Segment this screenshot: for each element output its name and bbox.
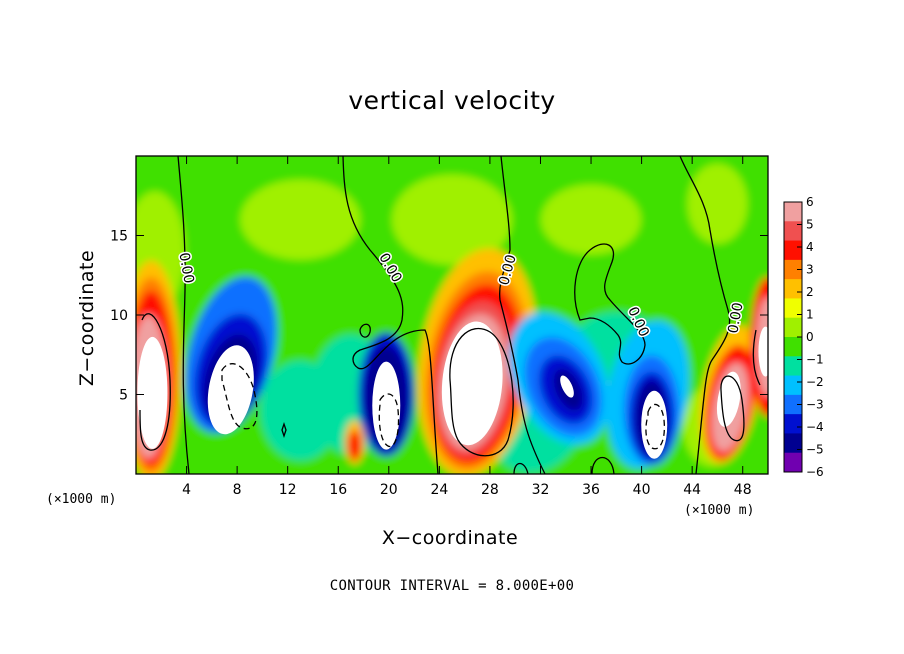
contour	[281, 421, 287, 439]
colorbar-label: 4	[806, 240, 814, 254]
colorbar-swatch	[784, 356, 802, 377]
colorbar-swatch	[784, 221, 802, 242]
colorbar-swatch	[784, 452, 802, 473]
x-tick-label: 28	[481, 482, 499, 498]
colorbar-swatch	[784, 279, 802, 299]
colorbar-swatch	[784, 298, 802, 319]
colorbar-swatch	[784, 394, 802, 415]
colorbar-label: 1	[806, 308, 814, 322]
colorbar-label: 2	[806, 285, 814, 299]
dashed-contour	[645, 403, 666, 450]
x-tick-label: 32	[532, 482, 550, 498]
y-tick-label: 5	[119, 388, 128, 404]
colorbar-label: −6	[806, 465, 824, 479]
x-unit-label-right: (×1000 m)	[684, 503, 755, 518]
x-axis-label: X−coordinate	[381, 527, 519, 549]
x-tick-label: 20	[380, 482, 398, 498]
colorbar-swatch	[784, 202, 802, 222]
x-tick-label: 44	[683, 482, 701, 498]
x-axis-ticks: 4 8 12 16 20 24 28 32 36 40 44 48	[182, 156, 752, 498]
y-axis-ticks: 5 10 15	[110, 229, 768, 404]
colorbar-label: −1	[806, 353, 824, 367]
x-tick-label: 4	[182, 482, 191, 498]
colorbar-swatch	[784, 414, 802, 434]
x-tick-label: 12	[279, 482, 297, 498]
colorbar-swatch	[784, 259, 802, 280]
x-tick-label: 8	[233, 482, 242, 498]
colorbar-label: 0	[806, 330, 814, 344]
colorbar-swatch	[784, 317, 802, 338]
x-tick-label: 36	[582, 482, 600, 498]
contour	[139, 313, 171, 451]
zero-contour	[591, 457, 615, 474]
colorbar-swatch	[784, 240, 802, 261]
contour	[752, 329, 761, 386]
zero-contour	[513, 462, 529, 474]
colorbar-label: −2	[806, 375, 824, 389]
x-unit-label-left: (×1000 m)	[46, 492, 117, 507]
colorbar-label: −4	[806, 420, 824, 434]
colorbar-label: −3	[806, 398, 824, 412]
contour-interval-text: CONTOUR INTERVAL = 8.000E+00	[329, 578, 575, 594]
x-tick-label: 40	[633, 482, 651, 498]
dashed-contour	[378, 393, 400, 448]
colorbar-label: 5	[806, 218, 814, 232]
closed-contour	[574, 243, 646, 365]
velocity-field	[136, 156, 768, 474]
y-tick-label: 15	[110, 229, 128, 245]
colorbar-label: 3	[806, 263, 814, 277]
x-tick-label: 24	[430, 482, 448, 498]
dashed-contour	[221, 363, 258, 430]
colorbar-swatch	[784, 337, 802, 357]
colorbar-swatch	[784, 433, 802, 454]
y-tick-label: 10	[110, 308, 128, 324]
colorbar-label: −5	[806, 443, 824, 457]
zero-contour	[499, 156, 546, 474]
colorbar-swatch	[784, 375, 802, 396]
chart-title: vertical velocity	[348, 86, 556, 115]
zero-contour	[342, 156, 439, 474]
zero-contour	[177, 156, 190, 474]
contour	[449, 327, 514, 457]
contour	[359, 323, 371, 338]
zero-contour	[679, 156, 731, 474]
colorbar: 6 5 4 3 2 1 0 −1 −2 −3 −4 −5 −6	[783, 195, 824, 479]
contour	[720, 375, 745, 442]
x-tick-label: 48	[734, 482, 752, 498]
x-tick-label: 16	[329, 482, 347, 498]
colorbar-label: 6	[806, 195, 814, 209]
